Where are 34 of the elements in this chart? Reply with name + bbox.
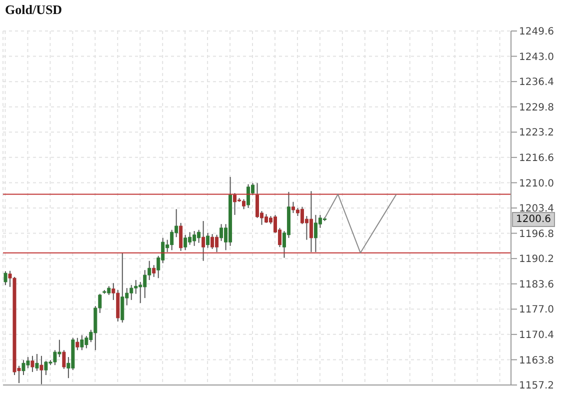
candlestick (80, 334, 84, 351)
candlestick (120, 252, 124, 324)
y-tick-label: 1190.2 (519, 254, 554, 266)
candlestick (309, 190, 313, 253)
candlestick (62, 350, 66, 370)
y-tick-label: 1210.0 (519, 178, 554, 190)
candlestick (220, 224, 224, 242)
y-tick-label: 1243.0 (519, 52, 554, 63)
candlestick (206, 232, 210, 248)
candlestick (35, 353, 39, 372)
candlestick (152, 264, 156, 278)
candlestick (233, 192, 237, 216)
candlestick (76, 337, 80, 351)
annotation: 1200.6 (512, 212, 555, 227)
y-tick-label: 1170.4 (519, 330, 554, 341)
candlestick (179, 222, 183, 252)
candlestick (30, 355, 34, 372)
candlestick (210, 234, 214, 250)
y-tick-label: 1236.4 (519, 77, 554, 88)
y-tick-label: 1223.2 (519, 128, 554, 139)
y-tick-label: 1216.6 (519, 152, 554, 164)
y-tick-label: 1249.6 (519, 26, 554, 38)
candlestick (184, 234, 188, 251)
y-tick-label: 1183.6 (519, 279, 554, 290)
y-tick-label: 1157.2 (519, 380, 554, 392)
candlestick (202, 220, 206, 262)
candlestick (4, 270, 8, 286)
candlestick (40, 355, 44, 385)
y-tick-label: 1196.8 (519, 228, 554, 240)
y-tick-label: 1229.8 (519, 102, 554, 114)
y-tick-label: 1163.8 (519, 355, 554, 366)
y-tick-label: 1177.0 (519, 304, 554, 316)
candlestick (246, 184, 250, 208)
chart-title: Gold/USD (5, 2, 62, 18)
